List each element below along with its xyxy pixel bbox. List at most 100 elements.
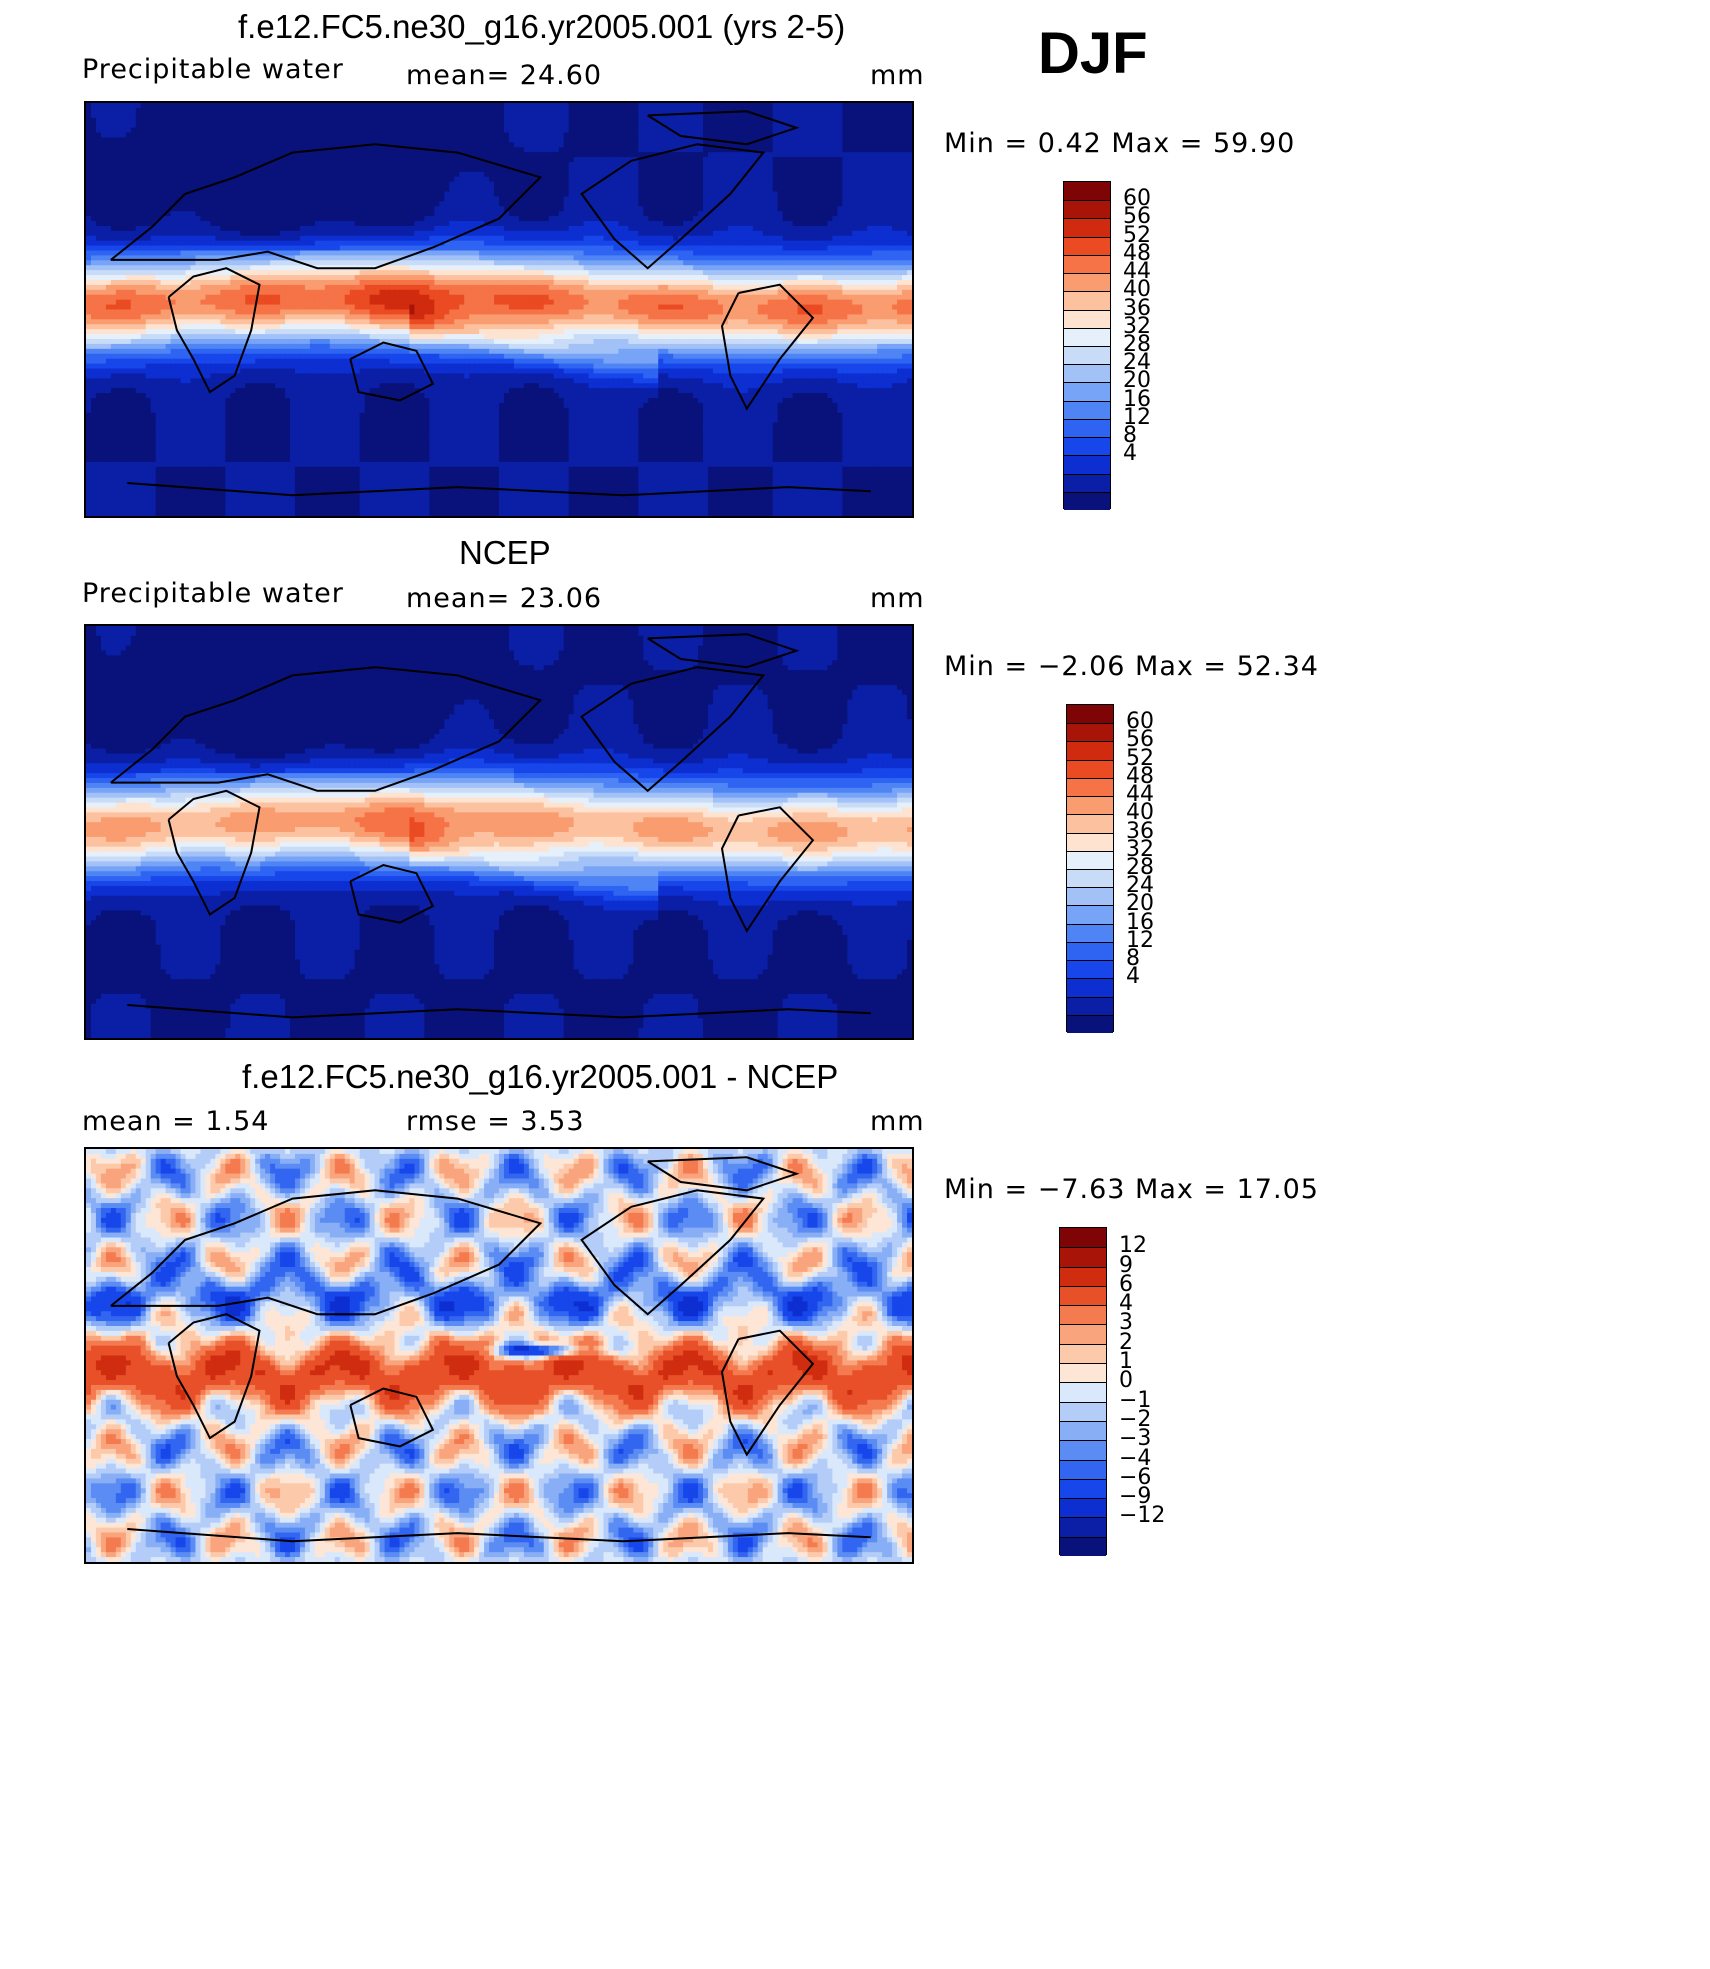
colorbar-swatch [1064,346,1110,365]
panel3-unit: mm [870,1106,925,1137]
colorbar-swatch [1067,814,1113,833]
colorbar-label: 6 [1119,1273,1133,1296]
coastline [580,143,766,270]
colorbar-label: 8 [1126,948,1140,970]
colorbar-swatch [1060,1536,1106,1556]
colorbar-swatch [1060,1228,1106,1248]
colorbar-swatch [1067,960,1113,979]
colorbar-label: 40 [1123,279,1151,301]
colorbar-label: 4 [1119,1293,1133,1315]
panel2-variable-label: Precipitable water [82,578,344,609]
coastline [127,1004,871,1019]
colorbar-swatch [1064,455,1110,474]
colorbar-swatch [1060,1285,1106,1306]
colorbar-label: 48 [1123,242,1151,265]
colorbar-label: 4 [1123,443,1137,465]
colorbar-swatch [1067,905,1113,924]
colorbar-swatch [1064,309,1110,328]
panel2-map [84,624,914,1040]
colorbar-swatch [1060,1343,1106,1364]
coastline [720,1329,815,1457]
panel2-mean: mean= 23.06 [406,583,602,614]
colorbar-swatch [1060,1478,1106,1499]
colorbar-label: 44 [1126,784,1154,806]
colorbar-swatch [1064,218,1110,237]
coastline [720,283,815,411]
colorbar-swatch [1064,236,1110,255]
colorbar-swatch [1067,723,1113,742]
colorbar-swatch [1067,796,1113,815]
colorbar-label: 36 [1126,820,1154,843]
colorbar-label: 60 [1126,711,1154,733]
colorbar-label: 52 [1126,747,1154,770]
colorbar-label: 1 [1119,1351,1133,1373]
coastline [110,1189,543,1316]
panel2-title: NCEP [459,534,551,572]
colorbar-label: 48 [1126,765,1154,788]
coastline [647,110,800,146]
colorbar-swatch [1064,418,1110,438]
colorbar-swatch [1067,923,1113,942]
colorbar-swatch [1060,1420,1106,1441]
colorbar-label: 8 [1123,425,1137,447]
colorbar-swatch [1067,941,1113,961]
colorbar-swatch [1060,1440,1106,1460]
colorbar-label: 24 [1123,352,1151,374]
coastline [127,1528,871,1543]
panel2-unit: mm [870,583,925,614]
panel1-map [84,101,914,518]
colorbar-swatch [1067,832,1113,851]
colorbar-swatch [1067,741,1113,760]
colorbar-label: −6 [1119,1466,1151,1489]
panel3-map [84,1147,914,1564]
panel2-colorbar: 60 56 52 48 44 40 36 32 28 24 20 16 12 8 4 [1066,704,1154,1033]
coastline [647,633,800,669]
colorbar-swatch [1067,996,1113,1015]
colorbar-swatch [1064,291,1110,310]
colorbar-label: 0 [1119,1370,1133,1392]
colorbar-swatch [1060,1498,1106,1518]
panel3-colorbar: 12 9 6 4 3 2 1 0 −1 −2 −3 −4 −6 −9 −12 [1059,1227,1165,1556]
colorbar-label: 20 [1123,370,1151,392]
panel3-mean: mean = 1.54 [82,1106,269,1137]
colorbar-label: 16 [1123,388,1151,411]
colorbar-label: 4 [1126,966,1140,988]
colorbar-swatch [1067,759,1113,778]
coastline [580,666,766,793]
coastline [167,1313,261,1440]
panel1-colorbar: 60 56 52 48 44 40 36 32 28 24 20 16 12 8 4 [1063,181,1151,510]
colorbar-label: 40 [1126,802,1154,824]
colorbar-swatch [1064,491,1110,510]
colorbar-swatch [1064,473,1110,492]
contour-field [86,103,912,516]
colorbar-swatch [1060,1517,1106,1537]
colorbar-label: 56 [1123,206,1151,228]
colorbar-swatch [1064,273,1110,292]
colorbar-label: 28 [1123,334,1151,356]
colorbar-swatch [1064,254,1110,274]
contour-field [86,626,912,1038]
colorbar-label: −12 [1119,1505,1165,1527]
colorbar-label: 60 [1123,188,1151,210]
contour-field [86,1149,912,1562]
colorbar-box [1063,181,1111,510]
coastline [110,666,543,792]
colorbar-label: 32 [1126,838,1154,861]
coastline [167,267,261,394]
coastline [647,1156,800,1192]
colorbar-label: −1 [1119,1389,1151,1412]
colorbar-swatch [1067,850,1113,869]
colorbar-label: 12 [1123,406,1151,429]
coastline [110,143,543,270]
colorbar-label: 16 [1126,911,1154,934]
colorbar-label: 9 [1119,1254,1133,1277]
colorbar-label: 12 [1126,929,1154,952]
colorbar-label: 52 [1123,224,1151,247]
panel3-rmse: rmse = 3.53 [406,1106,585,1137]
panel1-minmax: Min = 0.42 Max = 59.90 [944,128,1295,159]
colorbar-swatch [1060,1401,1106,1421]
coastline [720,806,815,933]
colorbar-box [1059,1227,1107,1556]
panel3-title: f.e12.FC5.ne30_g16.yr2005.001 - NCEP [242,1058,838,1096]
panel1-unit: mm [870,60,925,91]
